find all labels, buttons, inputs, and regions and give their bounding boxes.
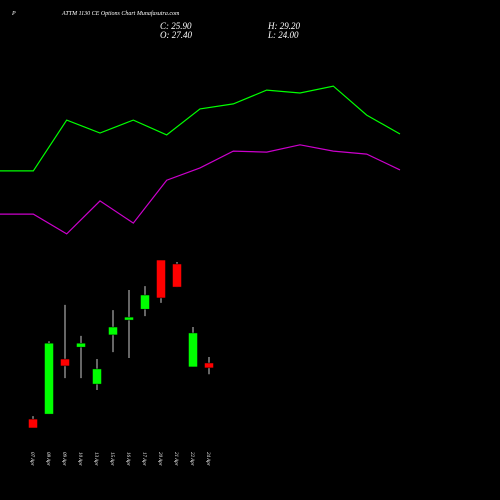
x-tick-label: 08 Apr xyxy=(45,452,50,466)
x-tick-label: 20 Apr xyxy=(157,452,162,466)
high-label: H: 29.20 xyxy=(267,21,300,31)
x-tick-label: 10 Apr xyxy=(77,452,82,466)
indicator-line xyxy=(0,85,401,172)
candle-body xyxy=(124,316,134,321)
candle-body xyxy=(156,259,166,299)
x-tick-label: 15 Apr xyxy=(109,452,114,466)
brand: P xyxy=(11,11,16,17)
x-tick-label: 24 Apr xyxy=(205,452,210,466)
candle-body xyxy=(60,358,70,367)
open-label: O: 27.40 xyxy=(160,30,192,40)
candle-body xyxy=(44,342,54,415)
close-label: C: 25.90 xyxy=(160,21,192,31)
x-tick-label: 21 Apr xyxy=(173,452,178,466)
x-tick-label: 16 Apr xyxy=(125,452,130,466)
candle-body xyxy=(172,263,182,288)
x-tick-label: 13 Apr xyxy=(93,452,98,466)
candle-body xyxy=(108,326,118,336)
candle-body xyxy=(92,368,102,385)
x-tick-label: 07 Apr xyxy=(29,452,34,466)
indicator-line xyxy=(0,144,401,235)
x-tick-label: 09 Apr xyxy=(61,452,66,466)
x-tick-label: 17 Apr xyxy=(141,452,146,466)
chart-title: ATTM 1130 CE Options Chart Munafasutra.c… xyxy=(61,10,180,17)
candle-body xyxy=(204,362,214,369)
candle-body xyxy=(28,418,38,429)
x-tick-label: 22 Apr xyxy=(189,452,194,466)
candle-body xyxy=(188,332,198,368)
candle-body xyxy=(76,342,86,348)
low-label: L: 24.00 xyxy=(267,30,299,40)
candle-body xyxy=(140,294,150,310)
